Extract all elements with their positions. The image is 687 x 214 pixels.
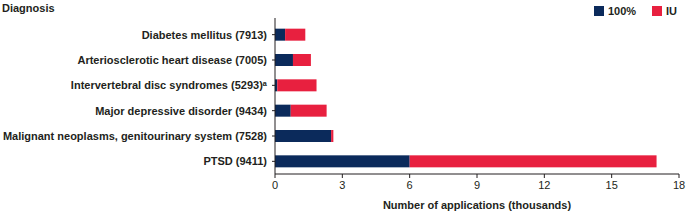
category-label: Malignant neoplasms, genitourinary syste…	[3, 130, 267, 142]
category-label: Diabetes mellitus (7913)	[142, 29, 268, 41]
x-tick	[342, 174, 343, 178]
legend-label: 100%	[608, 5, 636, 17]
category-label: Major depressive disorder (9434)	[95, 105, 267, 117]
chart-svg: 0 3 6 9 12 15 18 Diabetes mellitus (7913) Arteri…	[0, 0, 687, 214]
bar	[275, 54, 293, 66]
x-tick	[679, 174, 680, 178]
bar	[275, 105, 291, 117]
category-label: PTSD (9411)	[203, 155, 267, 167]
x-tick	[477, 174, 478, 178]
bar	[291, 105, 327, 117]
x-tick-label: 0	[272, 179, 278, 191]
x-tick-label: 12	[538, 179, 550, 191]
x-tick-label: 6	[407, 179, 413, 191]
x-tick	[275, 174, 276, 178]
legend-label: IU	[666, 5, 677, 17]
x-tick-label: 18	[673, 179, 685, 191]
bar	[410, 155, 657, 167]
bar	[293, 54, 311, 66]
y-tick	[272, 110, 275, 111]
bar	[331, 130, 333, 142]
x-axis-title: Number of applications (thousands)	[383, 199, 572, 211]
y-tick	[272, 161, 275, 162]
x-tick-label: 3	[339, 179, 345, 191]
bar	[277, 79, 316, 91]
x-tick	[409, 174, 410, 178]
category-label: Arteriosclerotic heart disease (7005)	[77, 54, 267, 66]
y-axis-title: Diagnosis	[2, 2, 55, 14]
chart-container: 0 3 6 9 12 15 18 Diabetes mellitus (7913) Arteri…	[0, 0, 687, 214]
x-tick	[544, 174, 545, 178]
bars	[275, 29, 657, 168]
y-tick	[272, 34, 275, 35]
category-label: Intervertebral disc syndromes (5293)ᵃ	[71, 79, 268, 91]
y-tick	[272, 136, 275, 137]
bar	[275, 155, 410, 167]
legend-swatch	[652, 6, 662, 16]
x-tick-label: 9	[474, 179, 480, 191]
x-tick-label: 15	[606, 179, 618, 191]
legend-swatch	[594, 6, 604, 16]
x-tick	[611, 174, 612, 178]
bar	[275, 130, 331, 142]
y-axis-line	[275, 18, 276, 174]
bar	[285, 29, 305, 41]
y-tick	[272, 85, 275, 86]
y-tick	[272, 60, 275, 61]
legend: IU 100%	[594, 5, 677, 17]
bar	[275, 29, 285, 41]
